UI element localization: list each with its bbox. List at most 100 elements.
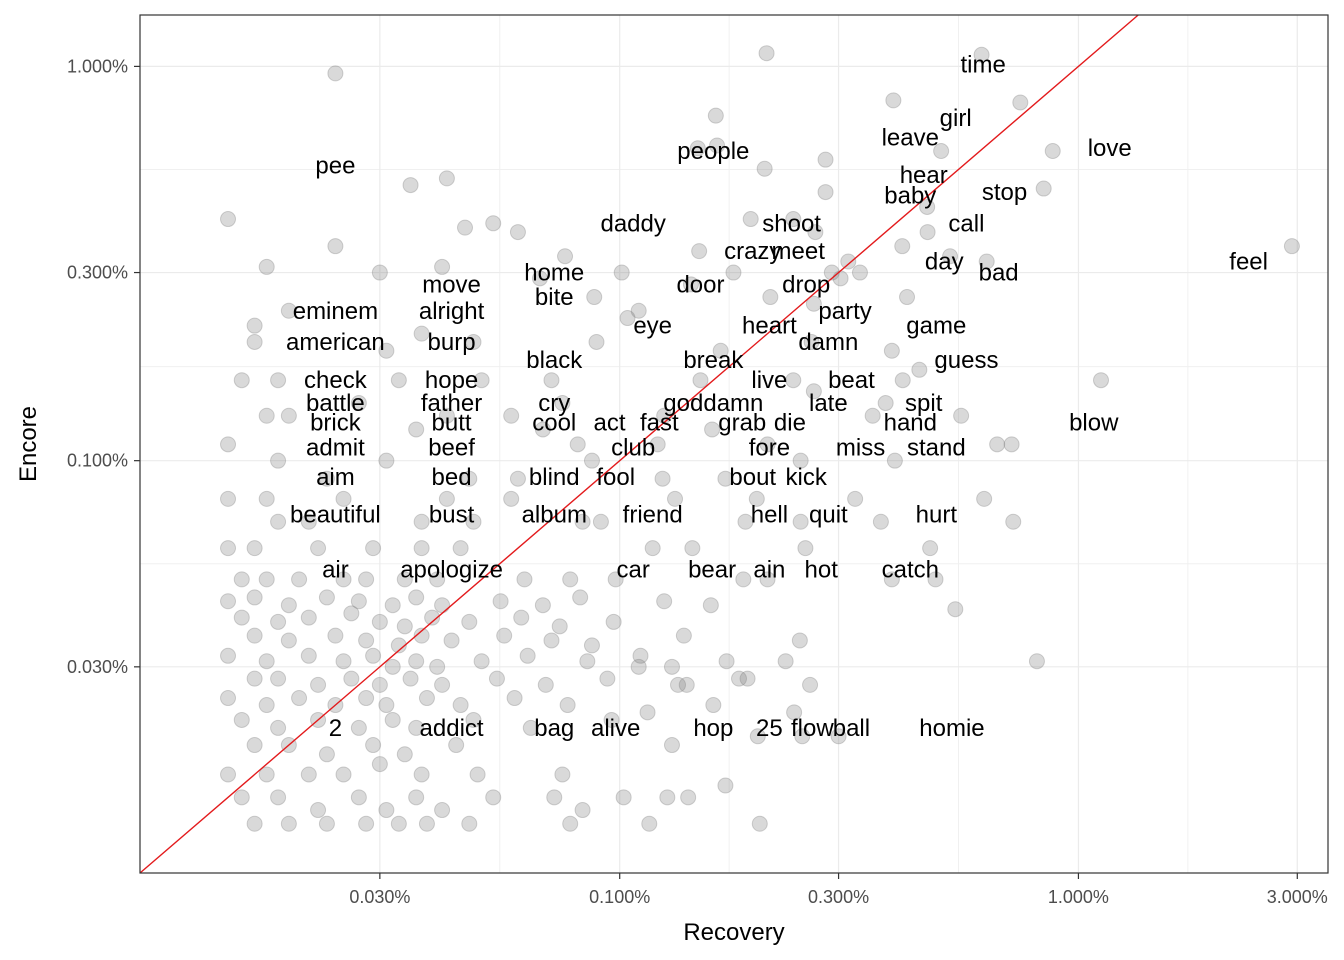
word-label: bout (729, 464, 776, 491)
data-point (554, 395, 571, 412)
data-point (461, 470, 478, 487)
word-label: day (925, 249, 964, 276)
data-point (270, 719, 287, 736)
word-labels: time girl love leave pee people hear stop baby da… (286, 52, 1268, 742)
data-point (663, 737, 680, 754)
data-point (554, 766, 571, 783)
data-point (883, 571, 900, 588)
data-point (973, 46, 990, 63)
data-point (712, 342, 729, 359)
word-label: air (322, 556, 349, 583)
data-point (803, 333, 820, 350)
data-point (300, 609, 317, 626)
data-point (942, 248, 959, 265)
data-point (639, 704, 656, 721)
data-point (682, 276, 699, 293)
y-axis-ticks: 0.030% 0.100% 0.300% 1.000% (67, 56, 140, 677)
data-point (805, 295, 822, 312)
word-label: eminem (293, 298, 378, 325)
data-point (516, 571, 533, 588)
data-point (220, 647, 237, 664)
data-point (667, 490, 684, 507)
data-point (327, 627, 344, 644)
data-point (413, 627, 430, 644)
data-point (350, 719, 367, 736)
data-point (605, 613, 622, 630)
data-point (864, 407, 881, 424)
data-point (644, 540, 661, 557)
data-point (807, 224, 824, 241)
data-point (246, 589, 263, 606)
data-point (246, 815, 263, 832)
data-point (927, 571, 944, 588)
x-tick-label: 0.030% (349, 887, 410, 907)
x-tick-label: 0.300% (808, 887, 869, 907)
data-point (384, 658, 401, 675)
word-label: party (818, 298, 871, 325)
word-label: stop (982, 179, 1027, 206)
data-point (562, 571, 579, 588)
data-point (503, 407, 520, 424)
data-point (408, 589, 425, 606)
word-label: crazy (724, 238, 781, 265)
data-point (739, 670, 756, 687)
data-point (327, 65, 344, 82)
data-point (258, 571, 275, 588)
data-point (396, 571, 413, 588)
word-label: admit (306, 434, 365, 461)
data-point (759, 571, 776, 588)
data-point (408, 789, 425, 806)
word-label: guess (934, 347, 998, 374)
data-point (919, 224, 936, 241)
data-point (899, 289, 916, 306)
word-label: meet (772, 238, 826, 265)
word-label: damn (798, 329, 858, 356)
word-label: act (593, 409, 625, 436)
data-point (592, 513, 609, 530)
data-point (318, 470, 335, 487)
data-point (413, 325, 430, 342)
data-point (452, 697, 469, 714)
data-point (473, 372, 490, 389)
data-point (1003, 436, 1020, 453)
data-point (725, 264, 742, 281)
word-label: hope (425, 367, 478, 394)
word-label: hurt (916, 502, 958, 529)
word-label: beat (828, 367, 875, 394)
data-point (1283, 238, 1300, 255)
word-label: grab (718, 409, 766, 436)
data-point (418, 815, 435, 832)
word-label: album (522, 502, 587, 529)
data-point (758, 45, 775, 62)
data-points (220, 45, 1300, 832)
data-point (543, 632, 560, 649)
data-point (280, 815, 297, 832)
data-point (559, 697, 576, 714)
data-point (840, 253, 857, 270)
data-point (659, 789, 676, 806)
word-label: late (809, 390, 848, 417)
data-point (429, 658, 446, 675)
data-point (452, 540, 469, 557)
data-point (689, 140, 706, 157)
data-point (233, 571, 250, 588)
word-label: bed (432, 464, 472, 491)
data-point (408, 719, 425, 736)
data-point (246, 670, 263, 687)
data-point (291, 571, 308, 588)
word-label: fool (596, 464, 635, 491)
data-point (438, 407, 455, 424)
data-point (546, 789, 563, 806)
data-point (335, 653, 352, 670)
data-point (496, 627, 513, 644)
data-point (358, 690, 375, 707)
word-label: hear (900, 162, 948, 189)
data-point (748, 490, 765, 507)
word-label: fast (640, 409, 679, 436)
data-point (291, 690, 308, 707)
word-label: people (677, 138, 749, 165)
data-point (448, 737, 465, 754)
data-point (978, 253, 995, 270)
data-point (270, 513, 287, 530)
data-point (649, 436, 666, 453)
